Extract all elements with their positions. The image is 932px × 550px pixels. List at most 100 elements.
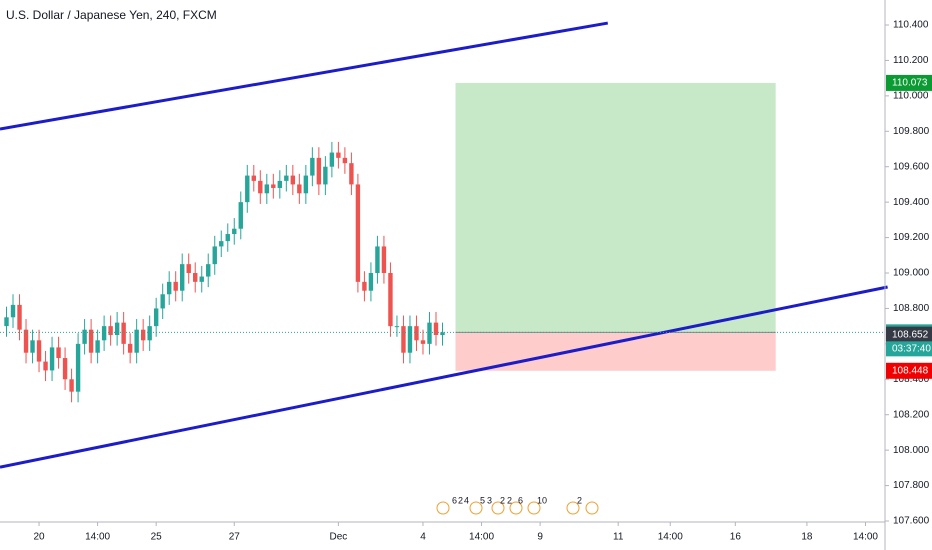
candle-body (303, 175, 309, 194)
candle-body (36, 340, 42, 362)
y-tick-label: 110.000 (893, 90, 929, 101)
candle-body (206, 264, 211, 277)
candle-body (401, 326, 406, 353)
candle-body (290, 175, 296, 185)
candle-body (251, 175, 256, 181)
events: 6 2 4 5 3 2 2 6 10 2 (436, 495, 599, 515)
candle-body (173, 281, 178, 291)
candle-body (114, 322, 120, 335)
candle-body (10, 304, 16, 318)
x-tick-label: 14:00 (853, 532, 878, 543)
event-icon (491, 501, 505, 515)
event-count: 2 (577, 495, 582, 505)
event-count: 3 (487, 495, 492, 505)
candle-body (127, 343, 133, 353)
trend-line (0, 21, 609, 131)
price-label: 108.448 (892, 365, 929, 376)
candle-body (4, 317, 9, 327)
candle-body (180, 264, 185, 291)
candle-body (388, 273, 393, 327)
plot-area (0, 21, 888, 469)
y-tick-label: 108.800 (893, 303, 930, 314)
x-tick-label: 20 (33, 532, 45, 543)
event-icon (527, 501, 541, 515)
candle-body (238, 202, 243, 229)
trend-line (0, 285, 888, 469)
event-count: 2 (458, 495, 463, 505)
countdown-box (886, 341, 932, 357)
event-count: 6 (452, 495, 457, 505)
candle-body (225, 234, 230, 242)
x-tick-label: 27 (229, 532, 241, 543)
candle-body (140, 329, 146, 341)
candle-body (232, 228, 237, 235)
candle-body (56, 347, 61, 359)
candle-body (212, 246, 217, 265)
event-icon (436, 501, 450, 515)
x-tick-label: 4 (420, 532, 426, 543)
candle-body (193, 273, 198, 282)
candle-body (375, 246, 380, 273)
y-tick-label: 107.600 (893, 516, 930, 527)
event-count: 6 (518, 495, 523, 505)
event-icon (566, 501, 580, 515)
candle-body (349, 163, 354, 185)
price-label: 108.652 (892, 329, 929, 340)
candle-body (95, 340, 100, 353)
price-label-box (886, 74, 932, 91)
candle-body (336, 152, 341, 158)
candle-body (160, 294, 165, 309)
candle-body (368, 273, 374, 291)
candle-body (166, 281, 172, 295)
candle-body (199, 276, 204, 282)
profit-zone (455, 82, 776, 333)
candle-body (355, 184, 361, 282)
y-tick-label: 107.800 (893, 480, 930, 491)
x-tick-label: 14:00 (469, 532, 494, 543)
x-tick-label: 9 (537, 532, 543, 543)
candle-body (414, 326, 419, 341)
candle-body (297, 184, 302, 194)
candle-body (62, 358, 68, 380)
event-icon (469, 501, 483, 515)
candle-body (153, 308, 159, 327)
candle-body (258, 180, 263, 194)
candle-body (323, 166, 328, 185)
candle-body (433, 322, 439, 335)
candle-body (82, 329, 87, 344)
candle-body (134, 329, 139, 353)
candle-body (264, 184, 270, 194)
x-tick-label: 14:00 (85, 532, 110, 543)
price-label: 110.073 (892, 78, 928, 89)
candle-body (43, 361, 48, 371)
event-count: 2 (507, 495, 512, 505)
y-tick-label: 110.400 (893, 20, 929, 31)
candle-body (316, 157, 322, 185)
price-label-box (886, 326, 932, 343)
y-tick-label: 109.600 (893, 161, 930, 172)
event-count: 10 (537, 495, 547, 505)
event-icon (585, 501, 599, 515)
candle-body (362, 281, 367, 291)
candle-body (17, 304, 22, 330)
candle-body (277, 180, 283, 188)
candle-body (310, 157, 315, 176)
candle-body (407, 326, 413, 353)
candle-body (23, 329, 29, 353)
candle-body (30, 340, 35, 353)
x-tick-label: 11 (613, 532, 624, 543)
countdown: 03:37:40 (892, 343, 931, 354)
candle-body (427, 322, 432, 344)
x-tick-label: 18 (801, 532, 813, 543)
candle-body (342, 157, 348, 164)
x-tick-label: Dec (329, 532, 347, 543)
candle-body (69, 379, 74, 392)
y-tick-label: 108.400 (893, 374, 930, 385)
y-tick-label: 108.000 (893, 445, 930, 456)
x-tick-label: 14:00 (658, 532, 683, 543)
candle-body (245, 175, 250, 203)
y-tick-label: 110.200 (893, 55, 929, 66)
candle-body (271, 184, 276, 188)
candle-body (88, 329, 94, 353)
chart-title: U.S. Dollar / Japanese Yen, 240, FXCM (6, 8, 217, 22)
